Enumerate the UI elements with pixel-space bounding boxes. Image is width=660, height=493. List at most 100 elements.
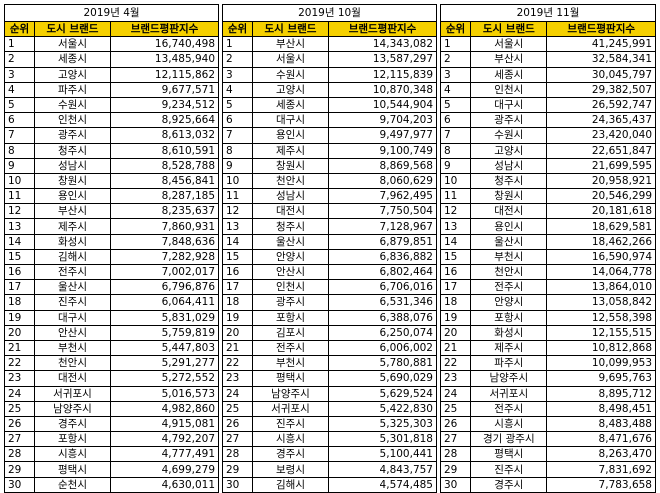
rank-cell: 4: [4, 81, 35, 98]
table-row: 13 용인시 18,629,581: [439, 218, 656, 235]
score-cell: 8,610,591: [109, 142, 220, 159]
score-cell: 30,045,797: [546, 66, 656, 83]
table-row: 5 수원시 9,234,512: [4, 96, 220, 114]
table-row: 26 경주시 4,915,081: [4, 415, 220, 433]
table-row: 29 평택시 4,699,279: [4, 461, 220, 478]
rank-cell: 8: [222, 142, 253, 159]
table-row: 22 부천시 5,780,881: [222, 355, 437, 372]
score-cell: 18,462,266: [546, 233, 656, 250]
table-row: 24 서귀포시 5,016,573: [4, 385, 220, 402]
score-cell: 7,128,967: [328, 218, 437, 235]
city-cell: 인천시: [34, 112, 111, 129]
rank-cell: 20: [4, 324, 35, 341]
city-cell: 전주시: [34, 263, 111, 281]
rank-cell: 2: [439, 51, 472, 68]
score-cell: 5,100,441: [328, 446, 437, 463]
rank-cell: 26: [222, 415, 253, 433]
table-row: 13 청주시 7,128,967: [222, 218, 437, 235]
city-cell: 부산시: [34, 203, 111, 220]
score-cell: 7,750,504: [328, 203, 437, 220]
city-cell: 제주시: [34, 218, 111, 235]
city-cell: 김포시: [252, 324, 329, 341]
table-row: 7 광주시 8,613,032: [4, 127, 220, 144]
period-title: 2019년 10월: [222, 4, 437, 22]
table-row: 29 진주시 7,831,692: [439, 461, 656, 478]
city-cell: 파주시: [470, 355, 548, 372]
city-cell: 광주시: [34, 127, 111, 144]
city-cell: 성남시: [34, 157, 111, 174]
rank-cell: 6: [439, 112, 472, 129]
table-row: 27 포항시 4,792,207: [4, 431, 220, 448]
city-cell: 부천시: [34, 339, 111, 357]
score-cell: 18,629,581: [546, 218, 656, 235]
rank-cell: 21: [4, 339, 35, 357]
city-cell: 전주시: [470, 400, 548, 417]
city-cell: 창원시: [34, 172, 111, 190]
table-row: 22 파주시 10,099,953: [439, 355, 656, 372]
rank-cell: 15: [222, 248, 253, 266]
table-row: 28 경주시 5,100,441: [222, 446, 437, 463]
score-cell: 9,704,203: [328, 112, 437, 129]
score-cell: 6,802,464: [328, 263, 437, 281]
table-row: 29 보령시 4,843,757: [222, 461, 437, 478]
city-cell: 평택시: [34, 461, 111, 478]
city-cell: 포항시: [34, 431, 111, 448]
table-row: 19 대구시 5,831,029: [4, 309, 220, 326]
table-row: 11 성남시 7,962,495: [222, 188, 437, 205]
city-cell: 전주시: [252, 339, 329, 357]
period-title: 2019년 11월: [440, 4, 656, 22]
rank-cell: 11: [4, 188, 35, 205]
rank-cell: 22: [222, 355, 253, 372]
ranking-table: 2019년 11월 순위 도시 브랜드 브랜드평판지수 1 서울시 41,245,991 2 부…: [439, 4, 656, 493]
table-row: 15 김해시 7,282,928: [4, 248, 220, 266]
city-cell: 성남시: [252, 188, 329, 205]
rank-cell: 13: [4, 218, 35, 235]
table-row: 16 전주시 7,002,017: [4, 263, 220, 281]
score-cell: 8,869,568: [328, 157, 437, 174]
city-cell: 경주시: [34, 415, 111, 433]
table-row: 1 서울시 41,245,991: [439, 36, 656, 53]
city-cell: 안산시: [34, 324, 111, 341]
table-row: 22 천안시 5,291,277: [4, 355, 220, 372]
score-cell: 8,287,185: [109, 188, 220, 205]
table-row: 4 고양시 10,870,348: [222, 81, 437, 98]
score-cell: 10,099,953: [546, 355, 656, 372]
score-cell: 8,483,488: [546, 415, 656, 433]
score-cell: 5,272,552: [109, 370, 220, 387]
ranking-table: 2019년 4월 순위 도시 브랜드 브랜드평판지수 1 서울시 16,740,498 2 세종…: [3, 4, 220, 493]
score-cell: 5,780,881: [328, 355, 437, 372]
city-cell: 남양주시: [252, 385, 329, 402]
city-cell: 부천시: [252, 355, 329, 372]
rank-cell: 21: [439, 339, 472, 357]
city-cell: 포항시: [470, 309, 548, 326]
score-cell: 10,812,868: [546, 339, 656, 357]
score-cell: 29,382,507: [546, 81, 656, 98]
score-cell: 13,587,297: [328, 51, 437, 68]
ranking-table: 2019년 10월 순위 도시 브랜드 브랜드평판지수 1 부산시 14,343,082 2 서…: [222, 4, 437, 493]
score-cell: 14,064,778: [546, 263, 656, 281]
city-cell: 수원시: [252, 66, 329, 83]
score-cell: 5,690,029: [328, 370, 437, 387]
rank-cell: 18: [222, 294, 253, 311]
table-row: 21 전주시 6,006,002: [222, 339, 437, 357]
table-row: 25 전주시 8,498,451: [439, 400, 656, 417]
score-cell: 5,831,029: [109, 309, 220, 326]
score-cell: 7,860,931: [109, 218, 220, 235]
city-cell: 청주시: [252, 218, 329, 235]
table-row: 25 서귀포시 5,422,830: [222, 400, 437, 417]
table-row: 27 시흥시 5,301,818: [222, 431, 437, 448]
city-header: 도시 브랜드: [470, 20, 548, 38]
rank-cell: 27: [222, 431, 253, 448]
city-cell: 청주시: [470, 172, 548, 190]
city-cell: 진주시: [34, 294, 111, 311]
rank-cell: 22: [439, 355, 472, 372]
city-cell: 진주시: [252, 415, 329, 433]
table-row: 3 세종시 30,045,797: [439, 66, 656, 83]
score-cell: 8,498,451: [546, 400, 656, 417]
rank-cell: 9: [4, 157, 35, 174]
score-cell: 13,485,940: [109, 51, 220, 68]
score-cell: 8,895,712: [546, 385, 656, 402]
score-cell: 7,282,928: [109, 248, 220, 266]
score-cell: 4,915,081: [109, 415, 220, 433]
city-cell: 인천시: [252, 279, 329, 296]
